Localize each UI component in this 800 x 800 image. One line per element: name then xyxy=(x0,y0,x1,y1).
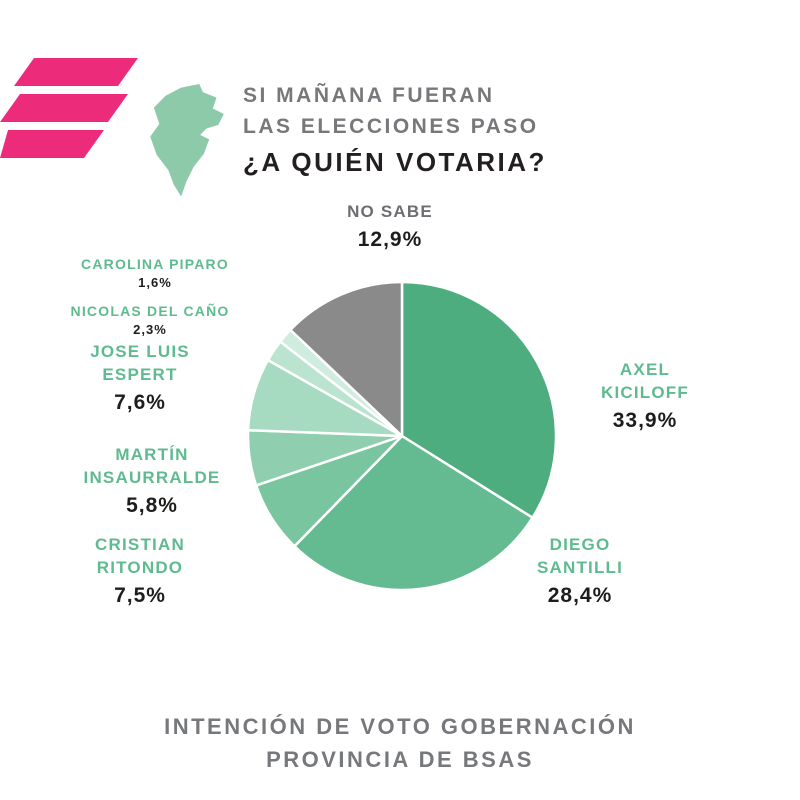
candidate-name: MARTÍN INSAURRALDE xyxy=(83,445,221,487)
pie-label-santilli: DIEGO SANTILLI 28,4% xyxy=(512,533,648,609)
pie-slice-7 xyxy=(289,280,404,438)
candidate-name: DIEGO SANTILLI xyxy=(536,535,624,577)
title-line-1: SI MAÑANA FUERAN xyxy=(243,84,495,107)
chart-caption: INTENCIÓN DE VOTO GOBERNACIÓN PROVINCIA … xyxy=(0,710,800,776)
brand-logo-icon xyxy=(0,58,138,158)
candidate-percent: 7,6% xyxy=(114,391,166,414)
candidate-name: CRISTIAN RITONDO xyxy=(95,535,185,577)
logo-stripe xyxy=(0,130,104,158)
candidate-name: JOSE LUIS ESPERT xyxy=(90,342,190,384)
page-title: SI MAÑANA FUERAN LAS ELECCIONES PASO ¿A … xyxy=(243,80,763,180)
pie-slice-1 xyxy=(293,434,534,592)
candidate-percent: 12,9% xyxy=(357,228,423,251)
candidate-percent: 33,9% xyxy=(612,409,678,432)
logo-stripe xyxy=(0,94,128,122)
pie-chart-svg xyxy=(246,280,558,592)
candidate-percent: 7,5% xyxy=(114,584,166,607)
candidate-name: CAROLINA PIPARO xyxy=(81,256,229,272)
pie-label-espert: JOSE LUIS ESPERT 7,6% xyxy=(72,340,208,416)
caption-line-2: PROVINCIA DE BSAS xyxy=(266,747,534,772)
pie-chart xyxy=(240,274,564,598)
caption-line-1: INTENCIÓN DE VOTO GOBERNACIÓN xyxy=(164,714,636,739)
pie-label-kiciloff: AXEL KICILOFF 33,9% xyxy=(578,358,712,434)
candidate-percent: 5,8% xyxy=(126,494,178,517)
title-line-2: LAS ELECCIONES PASO xyxy=(243,115,539,138)
pie-label-insaurralde: MARTÍN INSAURRALDE 5,8% xyxy=(68,443,236,519)
pie-label-del-cano: NICOLAS DEL CAÑO 2,3% xyxy=(52,302,248,338)
buenos-aires-map-icon xyxy=(150,84,224,197)
pie-label-ritondo: CRISTIAN RITONDO 7,5% xyxy=(68,533,212,609)
candidate-name: AXEL KICILOFF xyxy=(601,360,689,402)
logo-stripe xyxy=(14,58,138,86)
candidate-percent: 1,6% xyxy=(138,275,172,290)
candidate-name: NO SABE xyxy=(347,202,433,221)
candidate-percent: 2,3% xyxy=(133,322,167,337)
candidate-percent: 28,4% xyxy=(547,584,613,607)
pie-label-no-sabe: NO SABE 12,9% xyxy=(320,200,460,253)
pie-label-piparo: CAROLINA PIPARO 1,6% xyxy=(60,255,250,291)
title-line-3: ¿A QUIÉN VOTARIA? xyxy=(243,147,547,177)
candidate-name: NICOLAS DEL CAÑO xyxy=(70,303,230,319)
